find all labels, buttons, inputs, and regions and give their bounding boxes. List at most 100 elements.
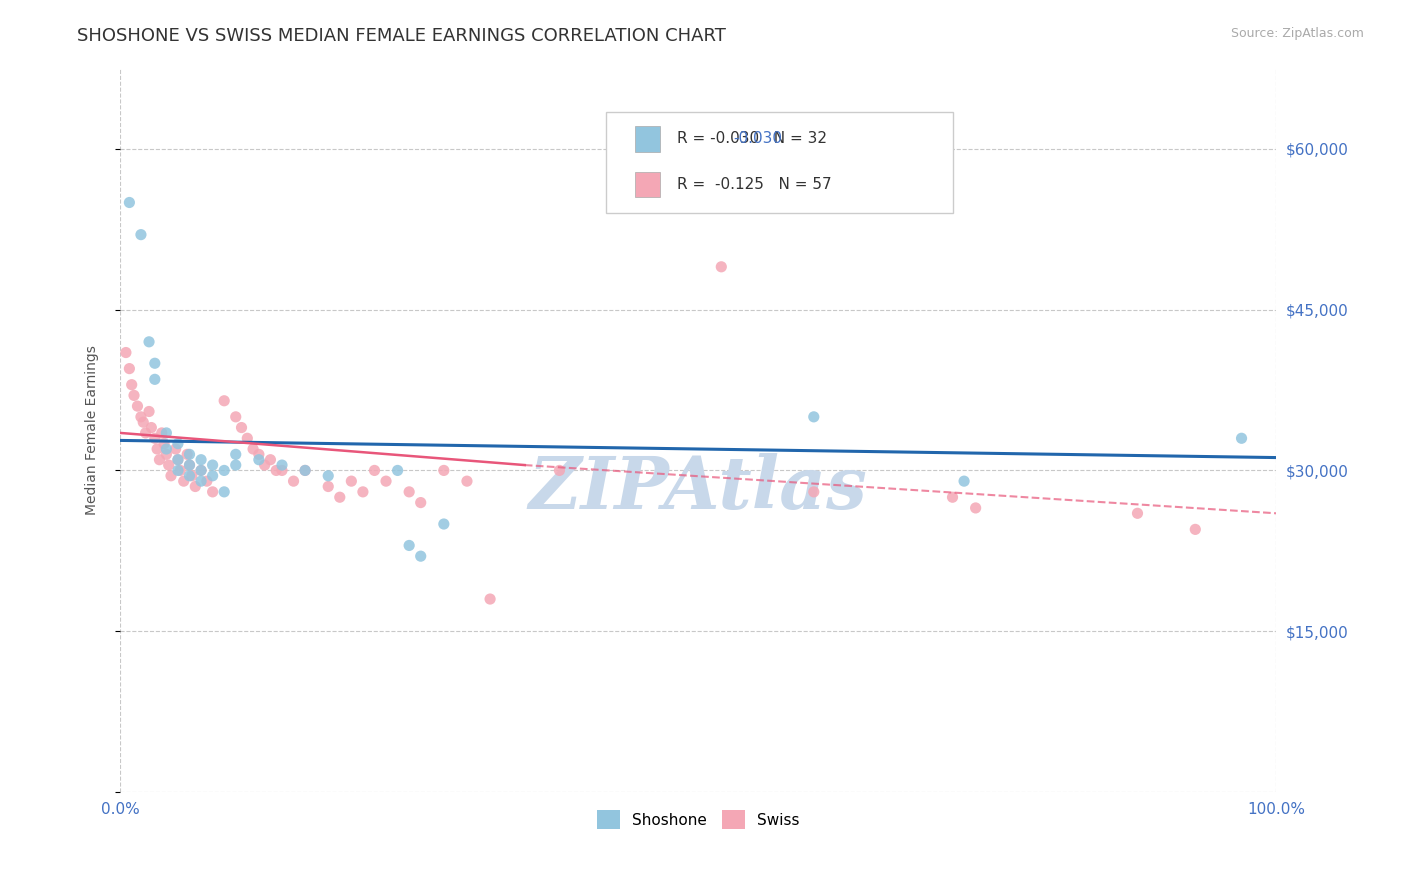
- Point: [409, 549, 432, 564]
- Point: [201, 458, 224, 472]
- Point: [1126, 506, 1149, 520]
- Point: [242, 442, 264, 456]
- Point: [387, 463, 409, 477]
- Point: [179, 458, 201, 472]
- Point: [167, 436, 190, 450]
- Point: [316, 479, 339, 493]
- Point: [167, 452, 190, 467]
- Point: [201, 484, 224, 499]
- Point: [710, 260, 733, 274]
- Point: [143, 372, 166, 386]
- Point: [129, 227, 152, 242]
- Point: [190, 463, 212, 477]
- Point: [165, 442, 187, 456]
- Point: [115, 345, 138, 359]
- Point: [1230, 431, 1253, 445]
- Point: [180, 468, 202, 483]
- Point: [236, 431, 259, 445]
- Point: [941, 490, 963, 504]
- Point: [169, 463, 191, 477]
- Point: [201, 468, 224, 483]
- Point: [271, 458, 294, 472]
- Point: [148, 452, 170, 467]
- Y-axis label: Median Female Earnings: Median Female Earnings: [86, 345, 100, 516]
- Point: [150, 425, 173, 440]
- Point: [167, 452, 190, 467]
- Point: [316, 468, 339, 483]
- Point: [143, 356, 166, 370]
- Point: [253, 458, 276, 472]
- Point: [118, 195, 141, 210]
- Text: Source: ZipAtlas.com: Source: ZipAtlas.com: [1230, 27, 1364, 40]
- Point: [138, 334, 160, 349]
- Point: [190, 452, 212, 467]
- Point: [212, 463, 235, 477]
- Point: [294, 463, 316, 477]
- Point: [479, 592, 502, 607]
- Point: [129, 409, 152, 424]
- Point: [190, 474, 212, 488]
- Point: [132, 415, 155, 429]
- FancyBboxPatch shape: [634, 127, 659, 152]
- Point: [259, 452, 281, 467]
- Point: [548, 463, 571, 477]
- Text: R = -0.030   N = 32: R = -0.030 N = 32: [678, 131, 827, 146]
- Point: [953, 474, 976, 488]
- Legend: Shoshone, Swiss: Shoshone, Swiss: [591, 804, 806, 835]
- Point: [247, 452, 270, 467]
- Point: [141, 420, 163, 434]
- Point: [398, 484, 420, 499]
- Point: [153, 436, 176, 450]
- Point: [127, 399, 149, 413]
- Point: [195, 474, 218, 488]
- Point: [179, 447, 201, 461]
- Point: [212, 393, 235, 408]
- Point: [122, 388, 145, 402]
- Point: [329, 490, 352, 504]
- Point: [264, 463, 287, 477]
- Point: [294, 463, 316, 477]
- Point: [340, 474, 363, 488]
- Point: [803, 409, 825, 424]
- Point: [433, 516, 456, 531]
- Point: [118, 361, 141, 376]
- Point: [409, 495, 432, 509]
- Point: [803, 484, 825, 499]
- Point: [138, 404, 160, 418]
- Point: [160, 468, 183, 483]
- Point: [352, 484, 374, 499]
- Point: [146, 442, 169, 456]
- Point: [283, 474, 305, 488]
- Point: [433, 463, 456, 477]
- Point: [190, 463, 212, 477]
- Point: [135, 425, 157, 440]
- Text: ZIPAtlas: ZIPAtlas: [529, 452, 868, 524]
- FancyBboxPatch shape: [606, 112, 952, 213]
- Point: [157, 458, 180, 472]
- Point: [212, 484, 235, 499]
- FancyBboxPatch shape: [634, 172, 659, 197]
- Text: SHOSHONE VS SWISS MEDIAN FEMALE EARNINGS CORRELATION CHART: SHOSHONE VS SWISS MEDIAN FEMALE EARNINGS…: [77, 27, 727, 45]
- Point: [247, 447, 270, 461]
- Point: [231, 420, 253, 434]
- Point: [225, 458, 247, 472]
- Point: [167, 463, 190, 477]
- Point: [176, 447, 198, 461]
- Point: [184, 479, 207, 493]
- Point: [155, 425, 177, 440]
- Point: [225, 409, 247, 424]
- Point: [121, 377, 143, 392]
- Point: [456, 474, 478, 488]
- Point: [1184, 522, 1206, 536]
- Point: [173, 474, 195, 488]
- Point: [155, 447, 177, 461]
- Point: [363, 463, 385, 477]
- Point: [375, 474, 398, 488]
- Point: [179, 468, 201, 483]
- Point: [271, 463, 294, 477]
- Point: [965, 500, 987, 515]
- Point: [398, 538, 420, 552]
- Point: [225, 447, 247, 461]
- Text: R =  -0.125   N = 57: R = -0.125 N = 57: [678, 177, 832, 192]
- Text: -0.030: -0.030: [733, 131, 782, 146]
